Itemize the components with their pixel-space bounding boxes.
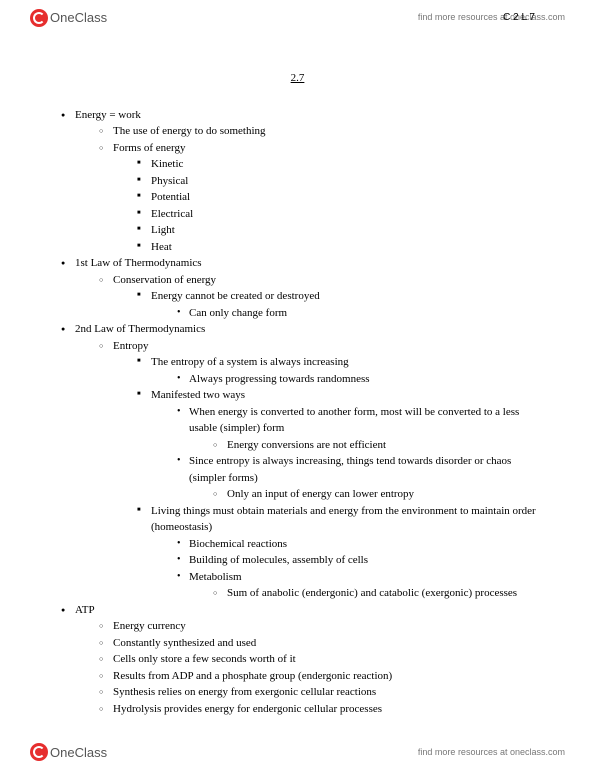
item-text: Synthesis relies on energy from exergoni… (113, 686, 376, 698)
item-text: Energy = work (75, 109, 141, 121)
item-text: Results from ADP and a phosphate group (… (113, 670, 392, 682)
item-text: Cells only store a few seconds worth of … (113, 653, 296, 665)
list-item: Forms of energy Kinetic Physical Potenti… (93, 140, 540, 256)
page-code: C 2 L 7 (503, 10, 535, 25)
item-text: Biochemical reactions (189, 538, 287, 550)
item-text: Forms of energy (113, 142, 186, 154)
item-text: Manifested two ways (151, 389, 245, 401)
item-text: Always progressing towards randomness (189, 373, 370, 385)
list-item: Conservation of energy Energy cannot be … (93, 272, 540, 322)
list-item: The use of energy to do something (93, 123, 540, 140)
list-item: Hydrolysis provides energy for endergoni… (93, 701, 540, 718)
list-item: Sum of anabolic (endergonic) and catabol… (207, 585, 540, 602)
list-item: Potential (131, 189, 540, 206)
item-text: Heat (151, 241, 172, 253)
item-text: Sum of anabolic (endergonic) and catabol… (227, 587, 517, 599)
page-title: 2.7 (55, 70, 540, 87)
item-text: Since entropy is always increasing, thin… (189, 455, 511, 484)
list-item: 1st Law of Thermodynamics Conservation o… (55, 255, 540, 321)
page-footer: OneClass find more resources at oneclass… (0, 735, 595, 770)
item-text: 2nd Law of Thermodynamics (75, 323, 205, 335)
item-text: Physical (151, 175, 188, 187)
list-item: Biochemical reactions (169, 536, 540, 553)
item-text: Constantly synthesized and used (113, 637, 256, 649)
item-text: ATP (75, 604, 95, 616)
item-text: Energy cannot be created or destroyed (151, 290, 320, 302)
oneclass-icon (30, 743, 48, 761)
list-item: Heat (131, 239, 540, 256)
logo-footer: OneClass (30, 743, 107, 763)
item-text: Energy conversions are not efficient (227, 439, 386, 451)
list-item: Energy currency (93, 618, 540, 635)
outline-root: Energy = work The use of energy to do so… (55, 107, 540, 718)
logo: OneClass (30, 8, 107, 28)
item-text: Energy currency (113, 620, 186, 632)
list-item: Can only change form (169, 305, 540, 322)
list-item: Constantly synthesized and used (93, 635, 540, 652)
item-text: Kinetic (151, 158, 183, 170)
logo-text: OneClass (50, 743, 107, 763)
list-item: Kinetic (131, 156, 540, 173)
item-text: Only an input of energy can lower entrop… (227, 488, 414, 500)
list-item: Manifested two ways When energy is conve… (131, 387, 540, 503)
list-item: Energy conversions are not efficient (207, 437, 540, 454)
list-item: The entropy of a system is always increa… (131, 354, 540, 387)
item-text: Hydrolysis provides energy for endergoni… (113, 703, 382, 715)
list-item: Energy = work The use of energy to do so… (55, 107, 540, 256)
list-item: When energy is converted to another form… (169, 404, 540, 454)
list-item: Metabolism Sum of anabolic (endergonic) … (169, 569, 540, 602)
list-item: Building of molecules, assembly of cells (169, 552, 540, 569)
item-text: Can only change form (189, 307, 287, 319)
list-item: Energy cannot be created or destroyed Ca… (131, 288, 540, 321)
list-item: Synthesis relies on energy from exergoni… (93, 684, 540, 701)
list-item: Physical (131, 173, 540, 190)
item-text: Metabolism (189, 571, 242, 583)
list-item: 2nd Law of Thermodynamics Entropy The en… (55, 321, 540, 602)
item-text: Building of molecules, assembly of cells (189, 554, 368, 566)
item-text: Conservation of energy (113, 274, 216, 286)
item-text: Electrical (151, 208, 193, 220)
list-item: ATP Energy currency Constantly synthesiz… (55, 602, 540, 718)
resource-link-top[interactable]: find more resources at oneclass.com (418, 11, 565, 25)
item-text: When energy is converted to another form… (189, 406, 519, 435)
list-item: Light (131, 222, 540, 239)
item-text: Potential (151, 191, 190, 203)
list-item: Results from ADP and a phosphate group (… (93, 668, 540, 685)
item-text: The entropy of a system is always increa… (151, 356, 349, 368)
list-item: Only an input of energy can lower entrop… (207, 486, 540, 503)
list-item: Electrical (131, 206, 540, 223)
list-item: Living things must obtain materials and … (131, 503, 540, 602)
oneclass-icon (30, 9, 48, 27)
list-item: Since entropy is always increasing, thin… (169, 453, 540, 503)
list-item: Cells only store a few seconds worth of … (93, 651, 540, 668)
resource-link-bottom[interactable]: find more resources at oneclass.com (418, 746, 565, 760)
item-text: 1st Law of Thermodynamics (75, 257, 202, 269)
item-text: The use of energy to do something (113, 125, 266, 137)
list-item: Always progressing towards randomness (169, 371, 540, 388)
logo-text: OneClass (50, 8, 107, 28)
document-body: 2.7 Energy = work The use of energy to d… (0, 0, 595, 767)
item-text: Living things must obtain materials and … (151, 505, 536, 534)
item-text: Light (151, 224, 175, 236)
item-text: Entropy (113, 340, 148, 352)
list-item: Entropy The entropy of a system is alway… (93, 338, 540, 602)
